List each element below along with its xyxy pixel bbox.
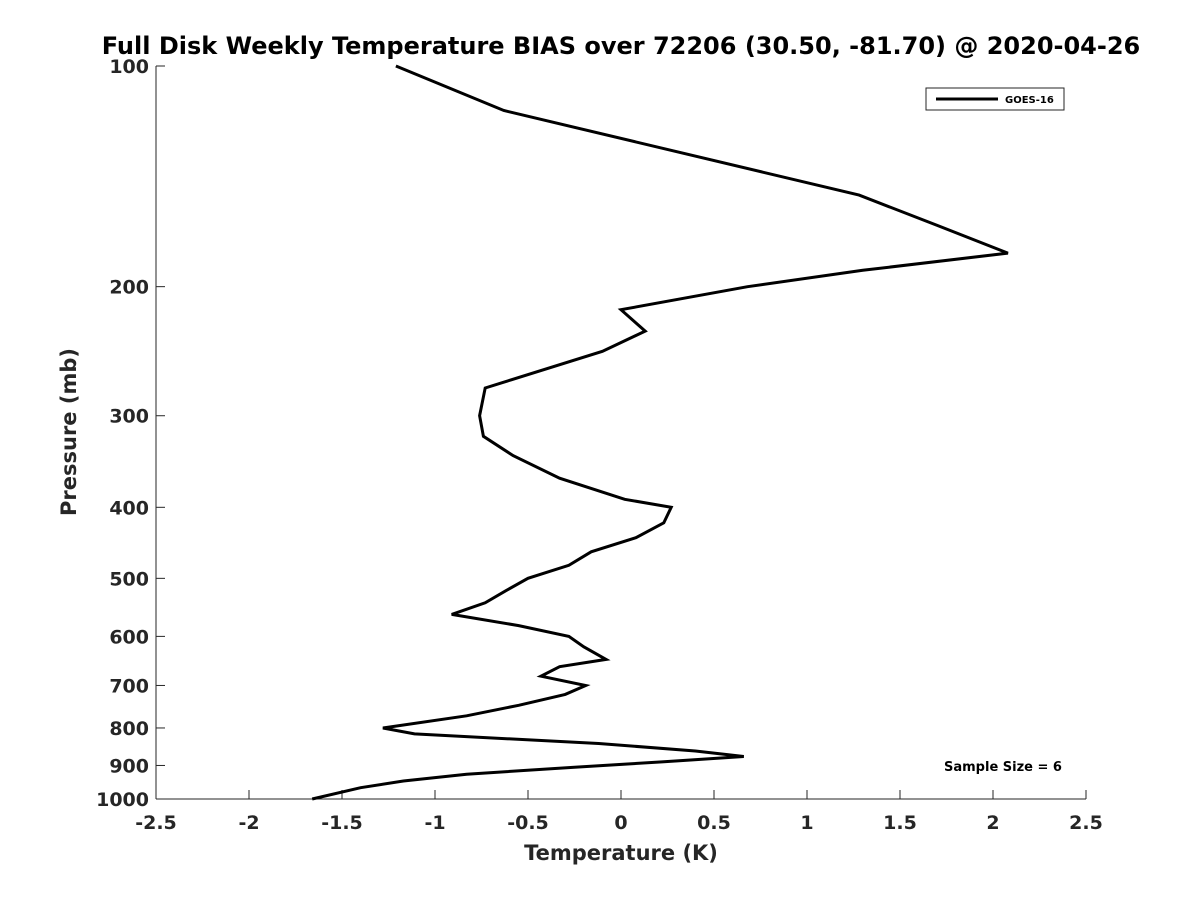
y-tick-label: 500 [109, 568, 149, 590]
x-tick-label: -1 [424, 812, 445, 834]
x-tick-label: 0 [614, 812, 627, 834]
legend: GOES-16 [925, 87, 1065, 111]
series-line-goes-16 [311, 64, 1009, 801]
x-tick-label: 2.5 [1069, 812, 1103, 834]
y-axis-ticks: 100 200 300 400 500 600 700 800 900 1000 [96, 56, 165, 811]
y-axis-label: Pressure (mb) [57, 348, 81, 516]
x-tick-label: -2 [238, 812, 259, 834]
x-tick-label: 2 [986, 812, 999, 834]
x-tick-label: 0.5 [697, 812, 731, 834]
y-tick-label: 700 [109, 675, 149, 697]
x-axis-ticks: -2.5 -2 -1.5 -1 -0.5 0 0.5 1 1.5 2 2.5 [135, 790, 1103, 834]
legend-label-goes-16: GOES-16 [1005, 95, 1054, 106]
y-tick-label: 1000 [96, 789, 149, 811]
y-tick-label: 300 [109, 406, 149, 428]
y-tick-label: 800 [109, 718, 149, 740]
y-tick-label: 200 [109, 277, 149, 299]
y-tick-label: 600 [109, 626, 149, 648]
sample-size-annotation: Sample Size = 6 [944, 760, 1062, 775]
x-tick-label: -0.5 [507, 812, 549, 834]
x-tick-label: 1 [800, 812, 813, 834]
plot-axes [155, 66, 1086, 800]
y-tick-label: 400 [109, 497, 149, 519]
x-tick-label: 1.5 [883, 812, 917, 834]
x-axis-label: Temperature (K) [524, 841, 718, 865]
x-tick-label: -1.5 [321, 812, 363, 834]
series-layer [311, 64, 1009, 801]
y-tick-label: 900 [109, 755, 149, 777]
x-tick-label: -2.5 [135, 812, 177, 834]
y-tick-label: 100 [109, 56, 149, 78]
chart-title: Full Disk Weekly Temperature BIAS over 7… [102, 32, 1141, 60]
